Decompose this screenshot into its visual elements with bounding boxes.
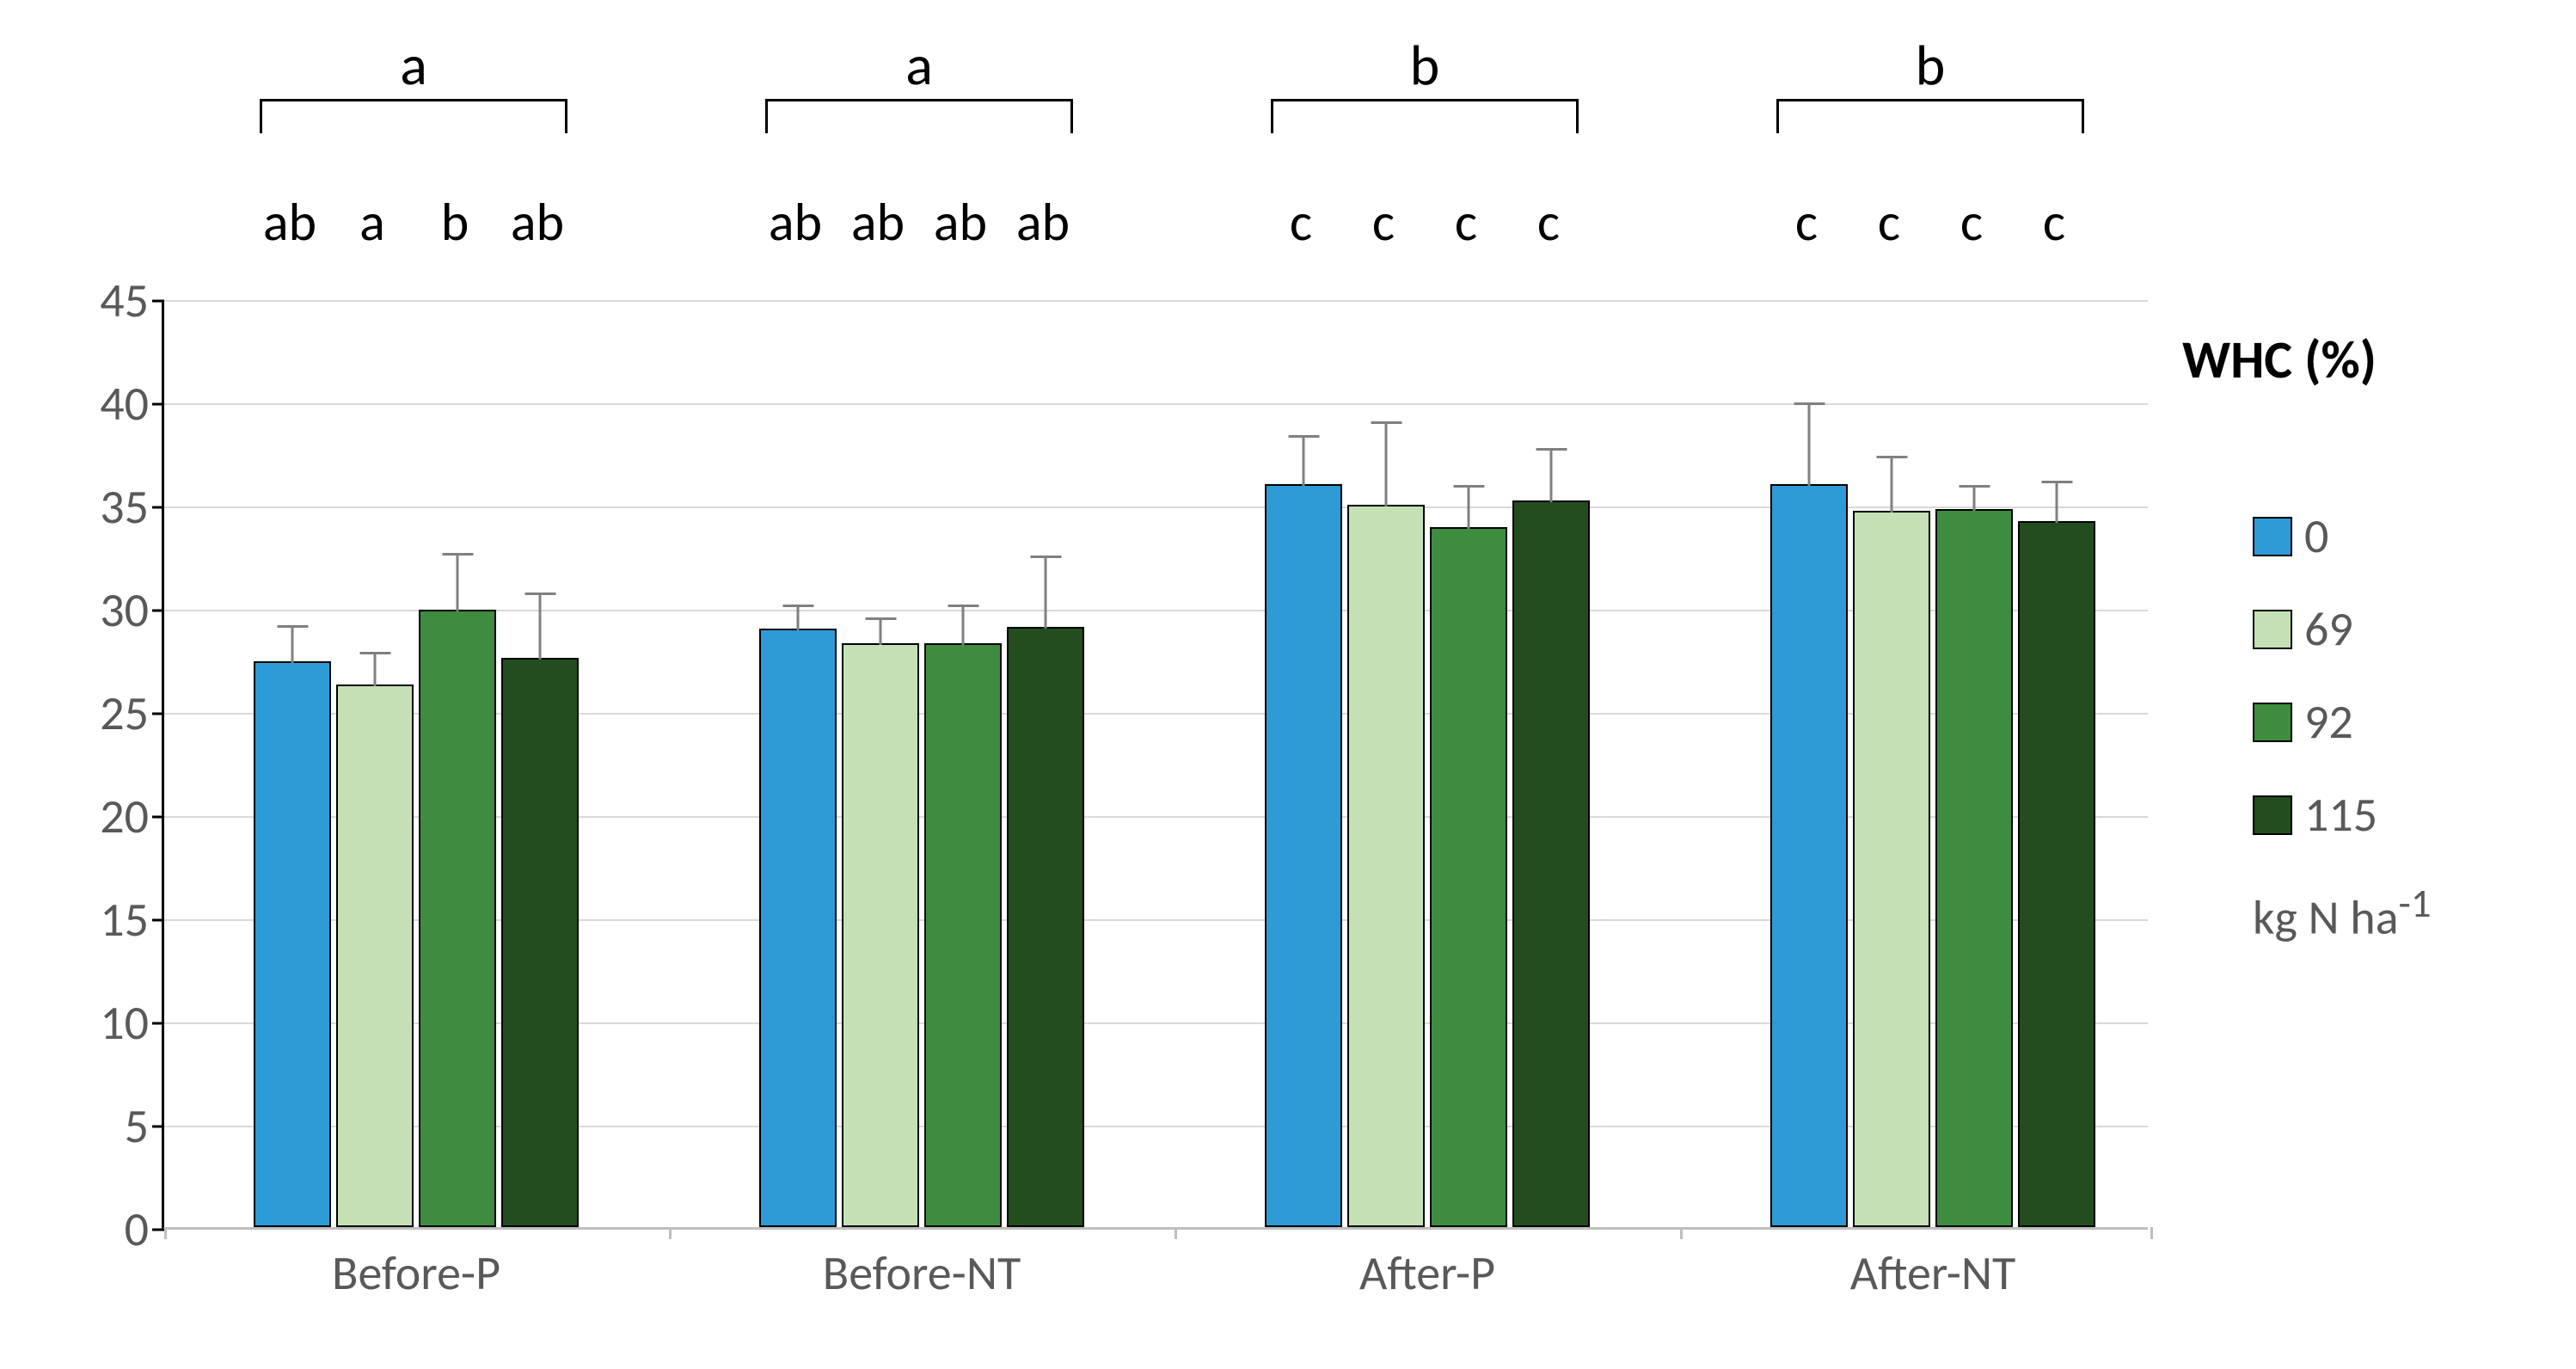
bar <box>1770 484 1848 1227</box>
legend-unit: kg N ha-1 <box>2253 879 2431 948</box>
legend-swatch <box>2253 795 2292 835</box>
sig-letter: c <box>1960 189 1983 255</box>
sig-letter: ab <box>263 189 316 255</box>
bar <box>1007 627 1084 1227</box>
group-label: Before-P <box>332 1227 500 1303</box>
y-tick-label: 45 <box>100 272 164 330</box>
y-tick-label: 30 <box>100 581 164 640</box>
legend-item: 0 <box>2253 507 2431 566</box>
group-bracket <box>260 99 567 133</box>
bar <box>501 658 579 1227</box>
y-tick-label: 25 <box>100 684 164 743</box>
group-label: After-P <box>1359 1227 1495 1303</box>
error-bar <box>1468 486 1470 529</box>
y-tick-label: 15 <box>100 891 164 949</box>
legend-item: 115 <box>2253 786 2431 844</box>
bar <box>1853 511 1930 1227</box>
legend-swatch <box>2253 517 2292 556</box>
x-tick-mark <box>164 1227 167 1239</box>
group-sig-letter: b <box>1916 30 1946 100</box>
error-bar <box>1973 486 1976 511</box>
y-tick-label: 10 <box>100 994 164 1053</box>
error-bar <box>1808 403 1811 486</box>
error-bar <box>291 626 294 663</box>
legend-label: 92 <box>2304 693 2353 752</box>
sig-letter: c <box>1795 189 1818 255</box>
x-tick-mark <box>2150 1227 2153 1239</box>
gridline <box>164 300 2148 302</box>
group-label: After-NT <box>1850 1227 2016 1303</box>
error-bar <box>539 593 542 660</box>
x-tick-mark <box>1680 1227 1683 1239</box>
bar <box>1430 527 1507 1227</box>
y-tick-label: 0 <box>125 1200 164 1259</box>
group-sig-letter: a <box>400 30 427 100</box>
legend-swatch <box>2253 610 2292 649</box>
sig-letter: c <box>1455 189 1477 255</box>
error-bar <box>1303 436 1305 486</box>
legend-swatch <box>2253 703 2292 742</box>
error-bar <box>1550 449 1553 502</box>
sig-letter: c <box>1290 189 1312 255</box>
x-tick-mark <box>1175 1227 1177 1239</box>
y-tick-label: 40 <box>100 375 164 433</box>
error-bar <box>457 554 459 611</box>
sig-letter: ab <box>851 189 905 255</box>
plot-area: 051015202530354045Before-PBefore-NTAfter… <box>162 301 2148 1230</box>
bar <box>1265 484 1342 1227</box>
gridline <box>164 506 2148 508</box>
sig-letter: ab <box>934 189 987 255</box>
bar <box>842 643 919 1227</box>
sig-letter: c <box>2043 189 2065 255</box>
sig-letter: c <box>1537 189 1560 255</box>
legend-item: 69 <box>2253 600 2431 659</box>
sig-letter: a <box>359 189 385 255</box>
bar <box>1512 500 1590 1227</box>
group-label: Before-NT <box>823 1227 1021 1303</box>
sig-letter: ab <box>511 189 564 255</box>
error-bar <box>962 605 965 645</box>
legend: 0 69 92 115 kg N ha-1 <box>2253 507 2431 948</box>
y-tick-label: 5 <box>125 1097 164 1156</box>
error-bar <box>2056 482 2058 523</box>
legend-item: 92 <box>2253 693 2431 752</box>
error-bar <box>797 605 800 630</box>
sig-letter: c <box>1372 189 1395 255</box>
error-bar <box>880 618 882 645</box>
bar <box>419 610 496 1227</box>
group-bracket <box>1776 99 2084 133</box>
whc-bar-chart: 0 5 10 15 20 25 30 35 40 45 Before-P Before-NT After… <box>0 0 2576 1369</box>
bar <box>336 684 414 1227</box>
bar <box>254 661 331 1227</box>
sig-letter: b <box>441 189 469 255</box>
sig-letter: c <box>1878 189 1900 255</box>
legend-label: 115 <box>2304 786 2377 844</box>
bar <box>2018 521 2095 1227</box>
sig-letter: ab <box>769 189 822 255</box>
group-sig-letter: a <box>905 30 933 100</box>
bar <box>924 643 1002 1227</box>
group-bracket <box>765 99 1073 133</box>
error-bar <box>1385 422 1388 506</box>
gridline <box>164 403 2148 405</box>
x-tick-mark <box>669 1227 672 1239</box>
bar <box>1935 509 2013 1227</box>
y-tick-label: 35 <box>100 478 164 537</box>
legend-label: 69 <box>2304 600 2353 659</box>
legend-label: 0 <box>2304 507 2328 566</box>
bar <box>759 629 837 1227</box>
error-bar <box>1045 556 1047 629</box>
y-tick-label: 20 <box>100 788 164 846</box>
group-bracket <box>1271 99 1579 133</box>
sig-letter: ab <box>1016 189 1070 255</box>
group-sig-letter: b <box>1410 30 1440 100</box>
chart-title: WHC (%) <box>2182 327 2377 392</box>
error-bar <box>1891 457 1893 513</box>
bar <box>1347 505 1425 1227</box>
error-bar <box>374 653 377 685</box>
